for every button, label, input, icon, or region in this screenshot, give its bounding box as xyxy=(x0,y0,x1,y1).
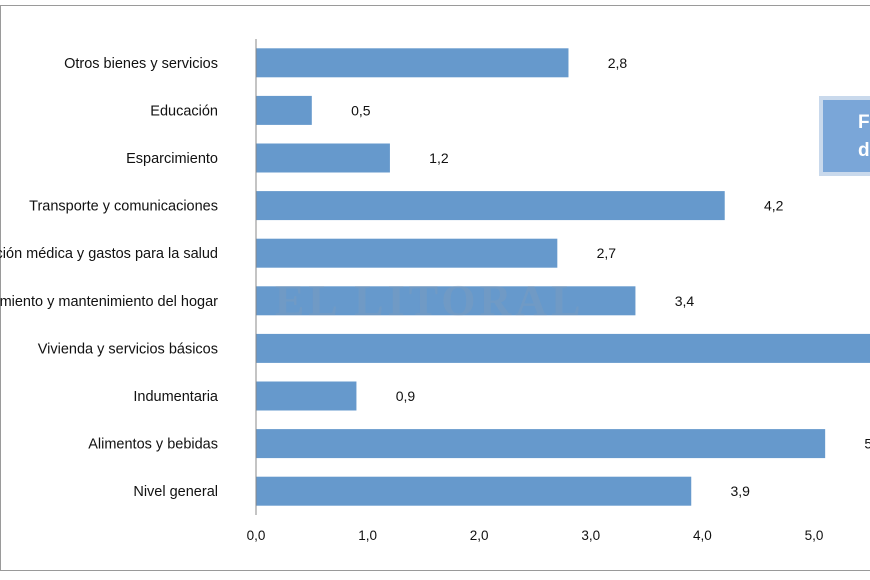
x-tick-label: 0,0 xyxy=(247,528,266,543)
bar xyxy=(256,286,636,316)
source-line-1: Fu xyxy=(858,112,870,133)
bar xyxy=(256,429,826,459)
value-labels: 2,8 0,5 1,2 4,2 2,7 3,4 0,9 5,1 3,9 xyxy=(351,55,870,499)
category-label: Vivienda y servicios básicos xyxy=(38,341,218,357)
bar xyxy=(256,95,312,125)
x-tick-label: 4,0 xyxy=(693,528,712,543)
source-box: Fu de xyxy=(819,96,870,176)
category-label: Nivel general xyxy=(133,484,218,500)
watermark: EL LITORAL xyxy=(275,276,585,325)
data-label: 4,2 xyxy=(764,198,784,214)
category-label: Alimentos y bebidas xyxy=(88,437,218,453)
category-label: Atención médica y gastos para la salud xyxy=(0,246,218,262)
category-label: Otros bienes y servicios xyxy=(64,56,218,72)
category-label: Transporte y comunicaciones xyxy=(29,199,218,215)
bars-layer xyxy=(256,48,870,506)
data-label: 2,8 xyxy=(608,55,628,71)
bar xyxy=(256,476,692,506)
x-tick-label: 1,0 xyxy=(358,528,377,543)
bar xyxy=(256,191,725,221)
category-labels: Otros bienes y servicios Educación Esparci… xyxy=(0,56,219,500)
data-label: 3,4 xyxy=(675,293,695,309)
category-label: Equipamiento y mantenimiento del hogar xyxy=(0,294,218,310)
chart-frame xyxy=(0,5,870,571)
category-label: Esparcimiento xyxy=(126,151,218,167)
bar xyxy=(256,381,357,411)
data-label: 1,2 xyxy=(429,150,449,166)
data-label: 0,5 xyxy=(351,102,371,118)
bar xyxy=(256,238,558,268)
source-line-2: de xyxy=(858,140,870,161)
data-label: 2,7 xyxy=(597,245,617,261)
data-label: 0,9 xyxy=(396,388,416,404)
category-label: Educación xyxy=(150,103,218,119)
bar xyxy=(256,333,870,363)
data-label: 3,9 xyxy=(731,483,751,499)
x-tick-label: 3,0 xyxy=(581,528,600,543)
category-label: Indumentaria xyxy=(133,389,219,405)
x-axis-ticks: 0,0 1,0 2,0 3,0 4,0 5,0 xyxy=(247,528,824,543)
x-tick-label: 2,0 xyxy=(470,528,489,543)
data-label: 5,1 xyxy=(864,436,870,452)
bar xyxy=(256,143,390,173)
x-tick-label: 5,0 xyxy=(805,528,824,543)
bar xyxy=(256,48,569,78)
